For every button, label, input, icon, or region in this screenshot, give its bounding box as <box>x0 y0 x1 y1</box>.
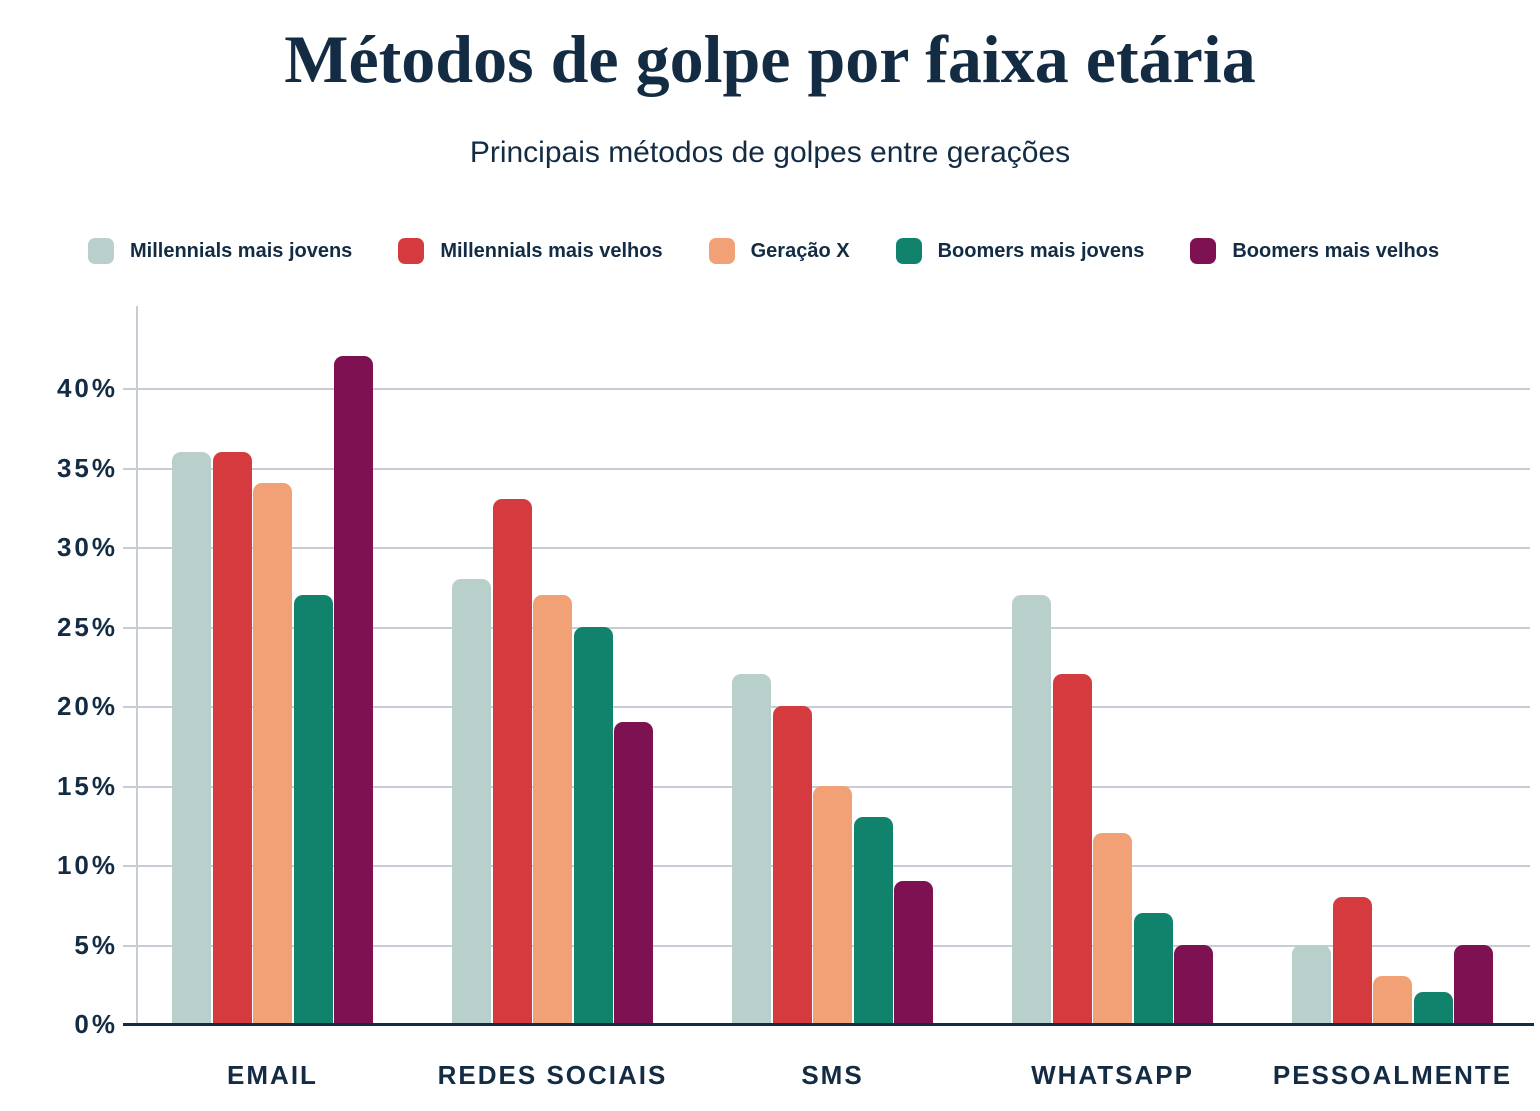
bar-millennials-mais-velhos <box>212 451 252 1024</box>
bar-boomers-mais-velhos <box>334 356 373 1024</box>
bar-group-whatsapp <box>1012 305 1213 1024</box>
y-tick-label-10: 10% <box>56 850 118 880</box>
bar-boomers-mais-velhos <box>614 721 653 1024</box>
gridline-30 <box>123 547 1530 549</box>
bar-boomers-mais-velhos <box>894 880 933 1024</box>
bar-millennials-mais-velhos <box>492 499 532 1024</box>
x-axis-label-whatsapp: WHATSAPP <box>1031 1060 1194 1090</box>
x-axis-label-pessoalmente: PESSOALMENTE <box>1272 1060 1513 1090</box>
y-tick-label-5: 5% <box>74 929 118 960</box>
y-tick-label-25: 25% <box>56 611 118 642</box>
legend-swatch-icon <box>88 238 114 264</box>
legend-swatch-icon <box>398 238 425 264</box>
legend-swatch-icon <box>1190 238 1217 264</box>
legend-label: Millennials mais jovens <box>130 239 353 262</box>
y-tick-label-35: 35% <box>56 452 118 483</box>
bar-group-sms <box>732 305 933 1024</box>
bar-boomers-mais-jovens <box>853 817 893 1024</box>
legend-item-2: Geração X <box>708 238 850 264</box>
y-axis-line <box>136 306 138 1025</box>
bar-millennials-mais-jovens <box>1292 944 1331 1024</box>
bar-millennials-mais-jovens <box>452 578 491 1024</box>
bar-group-pessoalmente <box>1292 305 1493 1024</box>
bar-geração-x <box>1093 833 1132 1024</box>
legend-swatch-icon <box>708 238 735 264</box>
y-tick-label-40: 40% <box>56 373 118 403</box>
gridline-20 <box>123 706 1530 708</box>
bar-millennials-mais-velhos <box>772 706 812 1024</box>
bar-boomers-mais-jovens <box>1133 912 1173 1024</box>
y-tick-label-30: 30% <box>56 532 118 562</box>
x-axis-label-sms: SMS <box>801 1060 864 1090</box>
y-tick-label-15: 15% <box>56 770 118 801</box>
bar-millennials-mais-jovens <box>172 451 211 1024</box>
legend-label: Millennials mais velhos <box>440 239 663 262</box>
bar-millennials-mais-jovens <box>1012 594 1051 1024</box>
y-tick-label-20: 20% <box>56 691 118 721</box>
gridline-35 <box>123 467 1530 470</box>
bar-boomers-mais-jovens <box>293 594 333 1024</box>
bar-group-redes-sociais <box>452 305 653 1024</box>
legend-swatch-icon <box>895 238 922 264</box>
chart-legend: Millennials mais jovens Millennials mais … <box>88 238 1439 264</box>
bar-millennials-mais-jovens <box>732 674 771 1024</box>
legend-item-0: Millennials mais jovens <box>88 238 352 264</box>
legend-item-1: Millennials mais velhos <box>398 238 663 264</box>
page-subtitle: Principais métodos de golpes entre geraç… <box>469 136 1071 169</box>
bar-millennials-mais-velhos <box>1052 674 1092 1024</box>
bar-millennials-mais-velhos <box>1332 896 1372 1024</box>
bar-geração-x <box>253 483 292 1024</box>
gridline-40 <box>123 388 1530 390</box>
bar-boomers-mais-jovens <box>573 626 613 1024</box>
x-axis-label-redes-sociais: REDES SOCIAIS <box>437 1060 668 1090</box>
bar-geração-x <box>533 594 572 1024</box>
bar-boomers-mais-velhos <box>1174 944 1213 1024</box>
y-tick-label-0: 0% <box>74 1009 118 1039</box>
legend-label: Geração X <box>750 239 850 262</box>
x-axis-baseline <box>123 1023 1534 1026</box>
bar-boomers-mais-jovens <box>1413 992 1453 1024</box>
legend-item-3: Boomers mais jovens <box>895 238 1145 264</box>
bar-group-email <box>172 305 373 1024</box>
legend-item-4: Boomers mais velhos <box>1190 238 1439 264</box>
bar-geração-x <box>813 785 852 1024</box>
gridline-25 <box>123 626 1530 629</box>
bar-geração-x <box>1373 976 1412 1024</box>
x-axis-label-email: EMAIL <box>227 1060 318 1090</box>
bar-boomers-mais-velhos <box>1454 944 1493 1024</box>
legend-label: Boomers mais jovens <box>937 239 1145 262</box>
legend-label: Boomers mais velhos <box>1232 239 1440 262</box>
page-title: Métodos de golpe por faixa etária <box>284 21 1256 97</box>
bar-chart-plot-area <box>123 305 1534 1026</box>
